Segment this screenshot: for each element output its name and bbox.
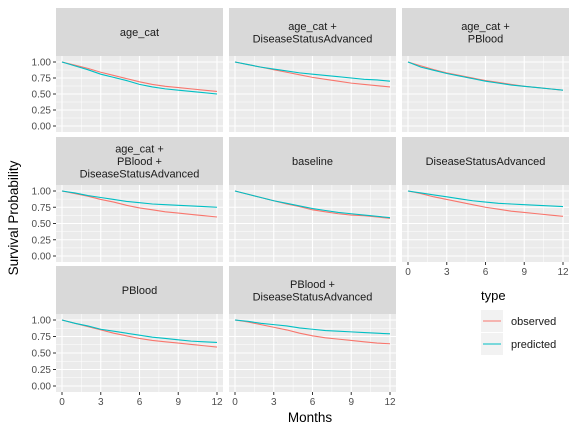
- legend-title: type: [481, 288, 506, 303]
- axis-labels-group: 0.00 0.25 0.50 0.75 1.00 0.00 0.25 0.50 0.75 1.00…: [32, 58, 569, 409]
- series-line-predicted: [234, 319, 391, 335]
- facet-strip: [229, 266, 396, 314]
- y-tick-label: 0.50: [32, 219, 52, 230]
- x-tick-label: 9: [175, 397, 181, 408]
- facet-strip: [229, 8, 396, 56]
- facet-panel-7: PBlood: [56, 266, 223, 392]
- y-tick-label: 1.00: [32, 187, 52, 198]
- facet-strip: [229, 137, 396, 185]
- legend-label-predicted: predicted: [511, 339, 556, 351]
- y-tick-label: 0.75: [32, 74, 52, 85]
- series-line-predicted: [61, 61, 218, 95]
- series-line-predicted: [407, 190, 564, 208]
- x-tick-label: 12: [557, 267, 569, 278]
- y-tick-label: 0.50: [32, 90, 52, 101]
- legend: type observed predicted: [481, 288, 556, 355]
- y-tick-label: 1.00: [32, 316, 52, 327]
- facet-panel-6: DiseaseStatusAdvanced: [402, 137, 569, 262]
- facet-panel-8: PBlood +DiseaseStatusAdvanced: [229, 266, 396, 392]
- facet-panel-4: age_cat +PBlood +DiseaseStatusAdvanced: [56, 137, 223, 262]
- facet-strip: [56, 8, 223, 56]
- y-tick-label: 0.00: [32, 382, 52, 393]
- facet-strip-label: PBlood +: [117, 156, 162, 168]
- legend-label-observed: observed: [511, 316, 556, 328]
- series-line-predicted: [407, 61, 564, 91]
- series-line-observed: [61, 190, 218, 218]
- facet-strip-label: PBlood: [122, 285, 157, 297]
- facet-panel-5: baseline: [229, 137, 396, 262]
- x-tick-label: 6: [310, 397, 316, 408]
- facet-panel-1: age_cat: [56, 8, 223, 132]
- y-tick-label: 0.00: [32, 252, 52, 263]
- facet-strip-label: DiseaseStatusAdvanced: [253, 291, 373, 303]
- x-tick-label: 9: [348, 397, 354, 408]
- facet-strip: [402, 137, 569, 185]
- series-line-observed: [61, 319, 218, 348]
- x-tick-label: 12: [384, 397, 396, 408]
- facet-strip: [56, 137, 223, 185]
- facet-strip-label: DiseaseStatusAdvanced: [80, 169, 200, 181]
- y-tick-label: 0.25: [32, 365, 52, 376]
- y-tick-label: 0.50: [32, 349, 52, 360]
- y-tick-label: 0.25: [32, 235, 52, 246]
- x-tick-label: 12: [211, 397, 223, 408]
- y-tick-label: 1.00: [32, 58, 52, 69]
- facet-strip-label: PBlood +: [290, 279, 335, 291]
- x-tick-label: 3: [271, 397, 277, 408]
- y-tick-label: 0.00: [32, 122, 52, 133]
- x-tick-label: 6: [483, 267, 489, 278]
- series-line-predicted: [234, 190, 391, 219]
- facet-strip-label: age_cat +: [115, 144, 164, 156]
- facet-strip: [402, 8, 569, 56]
- series-line-predicted: [61, 190, 218, 208]
- facet-strip-label: age_cat +: [288, 21, 337, 33]
- facet-strip-label: DiseaseStatusAdvanced: [426, 156, 546, 168]
- x-tick-label: 6: [137, 397, 143, 408]
- facet-strip-label: DiseaseStatusAdvanced: [253, 33, 373, 45]
- facet-strip-label: age_cat +: [461, 21, 510, 33]
- x-tick-label: 3: [444, 267, 450, 278]
- series-line-predicted: [61, 319, 218, 343]
- x-tick-label: 0: [405, 267, 411, 278]
- y-tick-label: 0.75: [32, 203, 52, 214]
- y-tick-label: 0.25: [32, 106, 52, 117]
- series-line-predicted: [234, 61, 391, 82]
- facet-strip-label: baseline: [292, 156, 333, 168]
- x-tick-label: 9: [521, 267, 527, 278]
- x-axis-title: Months: [288, 410, 333, 425]
- series-line-observed: [61, 61, 218, 92]
- series-line-observed: [234, 319, 391, 345]
- facet-panel-3: age_cat +PBlood: [402, 8, 569, 132]
- facet-strip-label: age_cat: [120, 27, 159, 39]
- facet-strip: [56, 266, 223, 314]
- y-tick-label: 0.75: [32, 332, 52, 343]
- x-tick-label: 3: [98, 397, 104, 408]
- x-tick-label: 0: [59, 397, 65, 408]
- x-tick-label: 0: [232, 397, 238, 408]
- facet-strip-label: PBlood: [468, 33, 503, 45]
- facet-panel-2: age_cat +DiseaseStatusAdvanced: [229, 8, 396, 132]
- series-line-observed: [407, 190, 564, 217]
- y-axis-title: Survival Probability: [6, 160, 21, 275]
